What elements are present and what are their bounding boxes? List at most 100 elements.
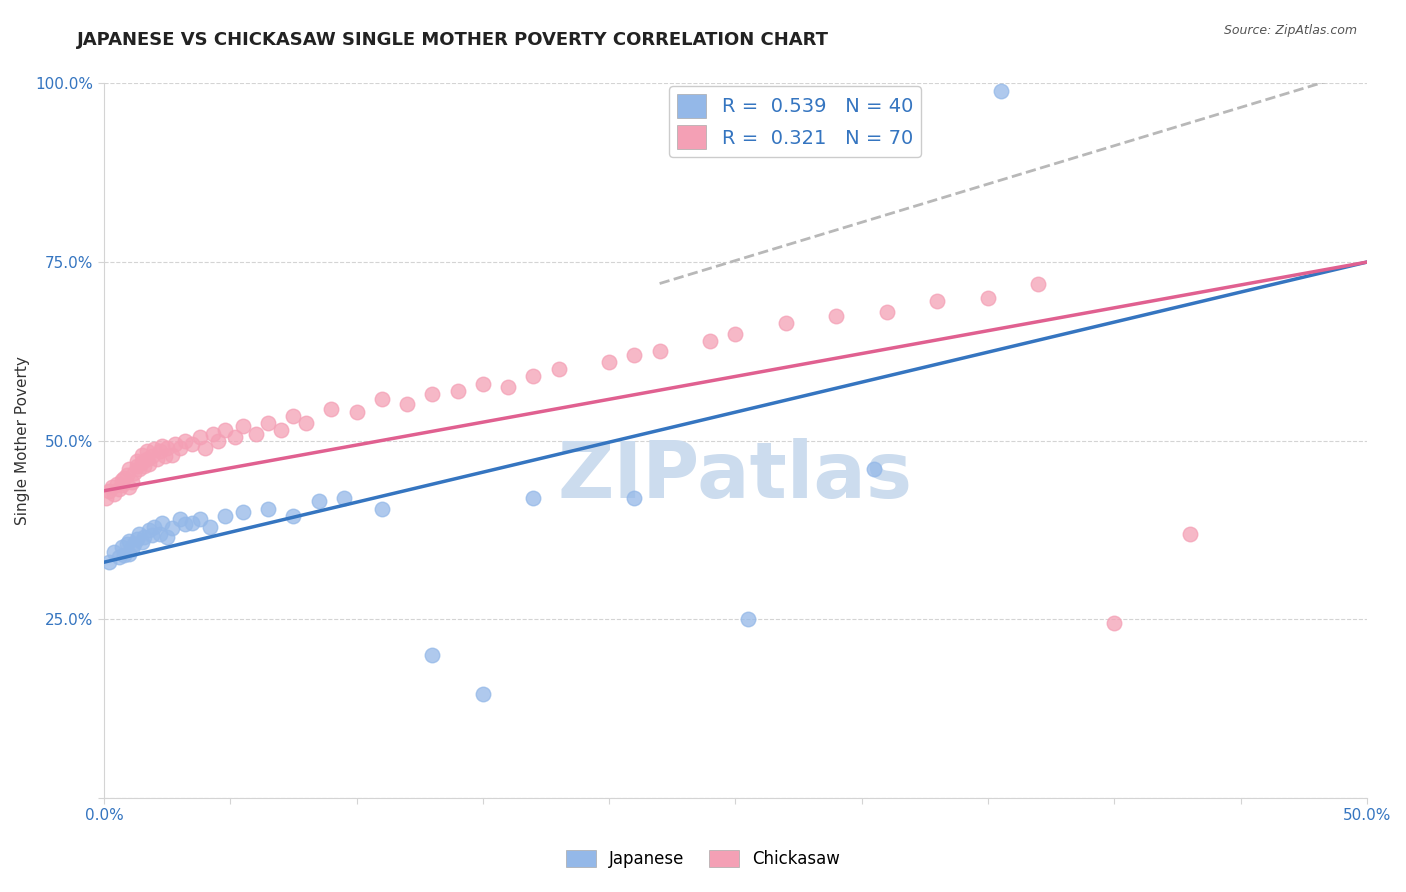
Point: [371, 501, 394, 516]
Point: [181, 437, 204, 451]
Point: [118, 533, 141, 548]
Point: [173, 434, 195, 448]
Point: [522, 369, 544, 384]
Point: [990, 84, 1012, 98]
Point: [775, 316, 797, 330]
Point: [396, 396, 419, 410]
Point: [143, 442, 166, 457]
Point: [1028, 277, 1050, 291]
Point: [131, 448, 153, 462]
Point: [169, 512, 191, 526]
Point: [96, 491, 118, 505]
Point: [420, 387, 443, 401]
Point: [148, 444, 170, 458]
Point: [146, 451, 169, 466]
Point: [131, 535, 153, 549]
Point: [214, 508, 236, 523]
Point: [156, 530, 179, 544]
Point: [121, 475, 143, 490]
Point: [471, 376, 494, 391]
Point: [103, 487, 125, 501]
Point: [125, 454, 148, 468]
Point: [547, 362, 569, 376]
Point: [232, 419, 254, 434]
Point: [169, 441, 191, 455]
Point: [224, 430, 246, 444]
Point: [138, 457, 160, 471]
Point: [522, 491, 544, 505]
Point: [181, 516, 204, 530]
Legend: R =  0.539   N = 40, R =  0.321   N = 70: R = 0.539 N = 40, R = 0.321 N = 70: [669, 86, 921, 157]
Point: [148, 526, 170, 541]
Point: [150, 516, 173, 530]
Point: [371, 392, 394, 407]
Point: [118, 462, 141, 476]
Point: [496, 380, 519, 394]
Point: [153, 450, 176, 464]
Point: [143, 519, 166, 533]
Point: [207, 434, 229, 448]
Point: [420, 648, 443, 662]
Point: [103, 544, 125, 558]
Point: [160, 448, 183, 462]
Point: [111, 478, 134, 492]
Point: [156, 441, 179, 455]
Legend: Japanese, Chickasaw: Japanese, Chickasaw: [558, 843, 848, 875]
Point: [124, 537, 146, 551]
Point: [446, 384, 468, 398]
Point: [198, 519, 221, 533]
Point: [623, 348, 645, 362]
Point: [141, 528, 163, 542]
Point: [105, 476, 128, 491]
Point: [699, 334, 721, 348]
Point: [825, 309, 848, 323]
Point: [112, 471, 135, 485]
Point: [346, 405, 368, 419]
Point: [1102, 615, 1125, 630]
Point: [163, 437, 186, 451]
Point: [201, 426, 224, 441]
Point: [977, 291, 1000, 305]
Text: Source: ZipAtlas.com: Source: ZipAtlas.com: [1223, 24, 1357, 37]
Point: [128, 526, 150, 541]
Point: [257, 501, 280, 516]
Point: [257, 416, 280, 430]
Text: JAPANESE VS CHICKASAW SINGLE MOTHER POVERTY CORRELATION CHART: JAPANESE VS CHICKASAW SINGLE MOTHER POVE…: [77, 31, 830, 49]
Point: [100, 480, 122, 494]
Point: [245, 426, 267, 441]
Point: [131, 455, 153, 469]
Point: [141, 450, 163, 464]
Point: [308, 494, 330, 508]
Point: [295, 416, 318, 430]
Point: [108, 549, 131, 564]
Point: [118, 547, 141, 561]
Point: [214, 423, 236, 437]
Point: [118, 480, 141, 494]
Point: [128, 462, 150, 476]
Point: [135, 444, 157, 458]
Point: [321, 401, 343, 416]
Point: [134, 458, 156, 473]
Text: ZIPatlas: ZIPatlas: [558, 439, 912, 515]
Point: [232, 505, 254, 519]
Point: [648, 344, 671, 359]
Point: [598, 355, 620, 369]
Point: [98, 555, 121, 569]
Point: [1178, 526, 1201, 541]
Point: [115, 537, 138, 551]
Point: [471, 688, 494, 702]
Point: [111, 540, 134, 554]
Point: [188, 512, 211, 526]
Point: [108, 483, 131, 497]
Point: [98, 483, 121, 498]
Point: [125, 458, 148, 473]
Point: [927, 294, 949, 309]
Point: [270, 423, 292, 437]
Point: [173, 517, 195, 532]
Point: [138, 523, 160, 537]
Point: [623, 491, 645, 505]
Point: [124, 466, 146, 480]
Point: [724, 326, 747, 341]
Y-axis label: Single Mother Poverty: Single Mother Poverty: [15, 356, 30, 525]
Point: [160, 521, 183, 535]
